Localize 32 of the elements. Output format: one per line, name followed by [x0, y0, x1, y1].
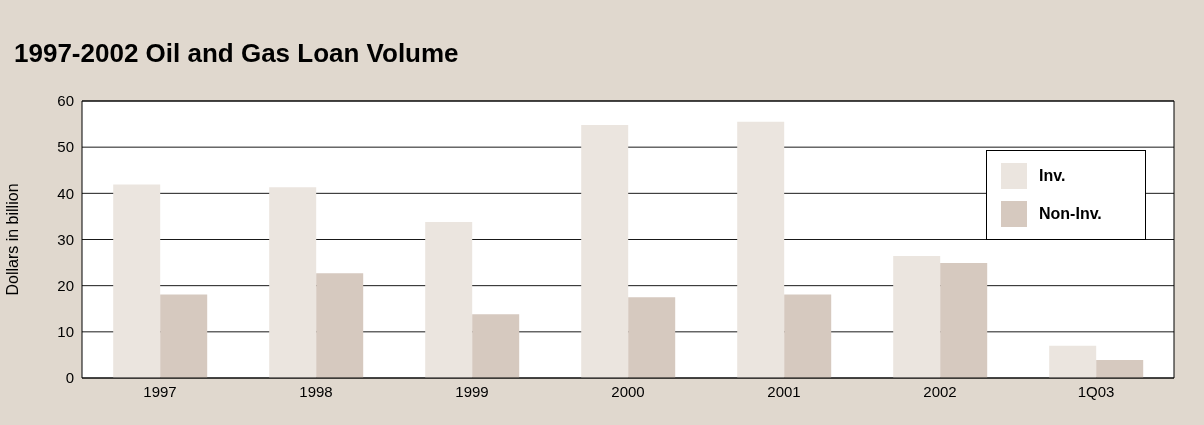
x-tick-label: 2002: [923, 382, 957, 400]
bar: [425, 221, 473, 378]
bar: [472, 314, 520, 378]
bar: [1096, 360, 1144, 378]
bar: [784, 294, 832, 378]
bar: [1049, 345, 1097, 378]
y-tick-label: 10: [57, 323, 74, 341]
y-axis-title: Dollars in billion: [3, 183, 21, 296]
x-tick-label: 2000: [611, 382, 645, 400]
bar: [893, 256, 941, 378]
bar: [113, 184, 161, 378]
y-tick-label: 40: [57, 184, 74, 202]
y-tick-label: 50: [57, 138, 74, 156]
legend-label: Inv.: [1039, 167, 1066, 185]
y-tick-label: 60: [57, 92, 74, 110]
bar: [628, 297, 676, 378]
bar: [316, 273, 364, 378]
x-tick-label: 1Q03: [1077, 382, 1115, 400]
y-tick-label: 20: [57, 276, 74, 294]
x-tick-label: 1997: [143, 382, 177, 400]
bar: [269, 187, 317, 378]
x-tick-label: 1998: [299, 382, 333, 400]
y-tick-label: 30: [57, 230, 74, 248]
legend-label: Non-Inv.: [1039, 205, 1102, 223]
bar: [940, 263, 988, 378]
x-tick-label: 2001: [767, 382, 801, 400]
bar: [581, 125, 629, 378]
y-tick-label: 0: [65, 369, 74, 387]
bar: [737, 121, 785, 378]
x-tick-label: 1999: [455, 382, 489, 400]
bar: [160, 294, 208, 378]
chart-title: 1997-2002 Oil and Gas Loan Volume: [14, 38, 459, 69]
